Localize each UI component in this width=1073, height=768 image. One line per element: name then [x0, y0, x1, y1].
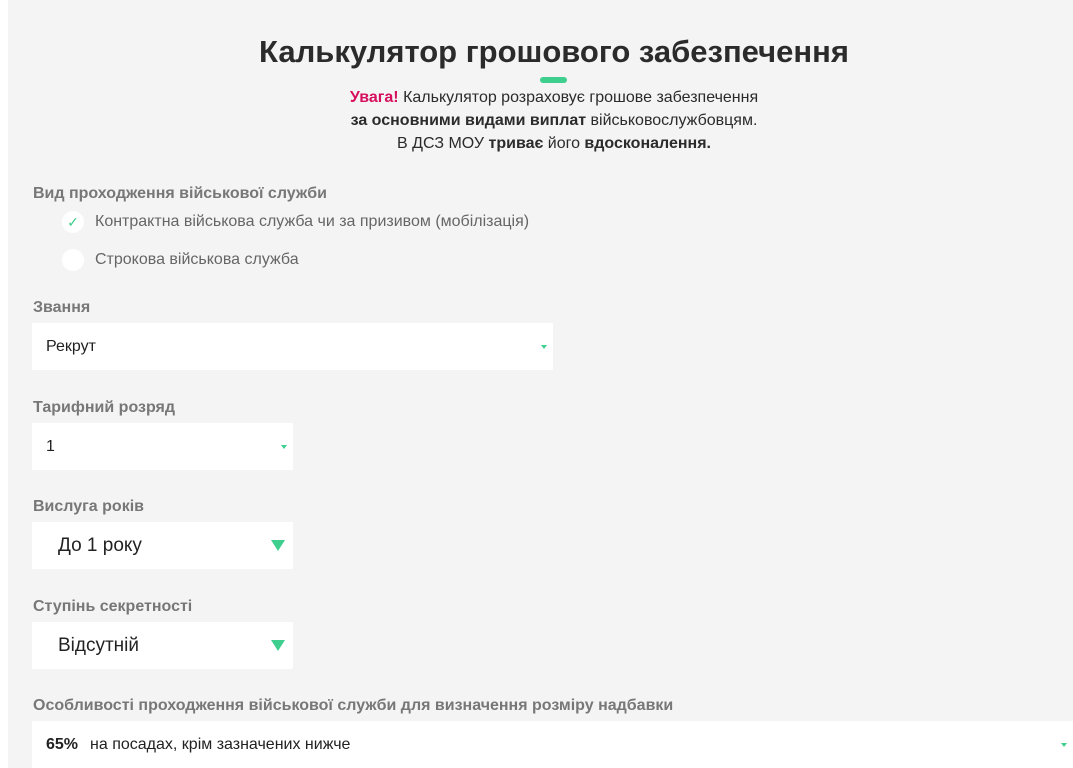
tariff-value: 1 [46, 437, 55, 455]
secrecy-select[interactable]: Відсутній [32, 622, 293, 669]
notice-text: військовослужбовцям. [586, 112, 758, 129]
notice-text: його [543, 135, 585, 152]
radio-contract[interactable]: ✓ Контрактна військова служба чи за приз… [62, 211, 529, 233]
seniority-select[interactable]: До 1 року [32, 522, 293, 569]
features-value: на посадах, крім зазначених нижче [90, 735, 351, 753]
warning-label: Увага! [349, 89, 399, 106]
title-underline [540, 77, 567, 83]
notice-bold: за основними видами виплат [350, 112, 587, 129]
notice-text: Калькулятор розраховує грошове забезпече… [398, 89, 759, 106]
page-title: Калькулятор грошового забезпечення [259, 34, 849, 69]
features-percent: 65% [46, 735, 79, 753]
chevron-down-icon [541, 344, 547, 349]
radio-label: Контрактна військова служба чи за призив… [95, 213, 530, 230]
notice-text: В ДСЗ МОУ [397, 135, 489, 152]
rank-select[interactable]: Рекрут [32, 323, 553, 370]
secrecy-label: Ступінь секретності [33, 598, 193, 615]
check-icon: ✓ [62, 211, 84, 233]
chevron-down-icon [271, 640, 285, 651]
seniority-label: Вислуга років [33, 498, 144, 515]
rank-label: Звання [33, 299, 91, 316]
seniority-value: До 1 року [58, 534, 142, 556]
chevron-down-icon [281, 444, 287, 449]
radio-circle-icon [62, 249, 84, 271]
chevron-down-icon [271, 540, 285, 551]
features-label: Особливості проходження військової служб… [33, 697, 674, 714]
notice-bold: триває [488, 135, 544, 152]
notice: Увага! Калькулятор розраховує грошове за… [0, 86, 1073, 155]
radio-conscript[interactable]: Строкова військова служба [62, 249, 299, 271]
secrecy-value: Відсутній [58, 634, 140, 656]
chevron-down-icon [1061, 742, 1067, 747]
tariff-select[interactable]: 1 [32, 423, 293, 470]
service-type-label: Вид проходження військової служби [33, 185, 327, 202]
features-select[interactable]: 65% на посадах, крім зазначених нижче [32, 721, 1073, 768]
notice-bold: вдосконалення. [584, 135, 711, 152]
radio-label: Строкова військова служба [95, 251, 299, 268]
rank-value: Рекрут [46, 337, 96, 355]
tariff-label: Тарифний розряд [33, 399, 176, 416]
